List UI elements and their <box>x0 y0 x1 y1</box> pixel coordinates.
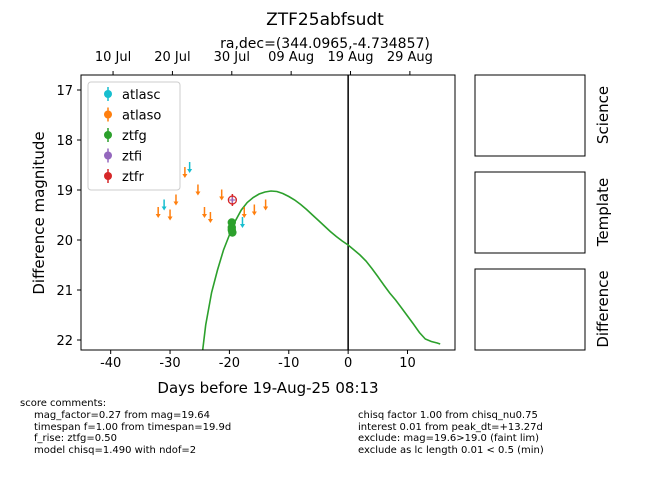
score-comment-line: interest 0.01 from peak_dt=+13.27d <box>358 421 543 433</box>
score-comment-line: chisq factor 1.00 from chisq_nu0.75 <box>358 410 538 421</box>
score-comment-line: f_rise: ztfg=0.50 <box>34 433 118 444</box>
legend-label: atlasc <box>122 88 161 103</box>
score-comments-header: score comments: <box>20 398 107 409</box>
x-tick-label: -10 <box>278 356 299 371</box>
legend-label: ztfg <box>122 129 147 144</box>
chart-subtitle: ra,dec=(344.0965,-4.734857) <box>220 36 430 52</box>
image-panel-template <box>474 171 586 254</box>
ztfg-point <box>228 228 237 237</box>
legend-label: ztfr <box>122 170 144 185</box>
atlasc-limit-arrow <box>187 169 193 173</box>
panel-label: Difference <box>594 270 612 347</box>
ztfr-point <box>227 195 238 205</box>
y-tick-label: 22 <box>56 334 73 349</box>
image-panels: Science Template Difference <box>474 74 612 351</box>
atlaso-limit-arrow <box>155 214 161 218</box>
axes-frame <box>80 74 456 351</box>
legend-marker <box>104 90 112 98</box>
atlaso-limit-arrow <box>167 216 173 221</box>
legend-label: atlaso <box>122 109 161 124</box>
model-curve <box>201 190 441 350</box>
top-tick-label: 09 Aug <box>268 50 314 65</box>
atlasc-limit-arrow <box>239 224 245 228</box>
panel-label: Science <box>594 86 612 144</box>
legend-marker <box>104 151 112 160</box>
atlaso-limit-arrow <box>263 206 269 211</box>
legend-box <box>87 81 181 191</box>
y-tick-label: 19 <box>56 184 73 199</box>
image-panel-difference <box>474 268 586 351</box>
x-tick-label: -40 <box>100 356 121 371</box>
legend-marker <box>104 172 112 180</box>
x-axis-label: Days before 19-Aug-25 08:13 <box>157 379 378 397</box>
atlaso-limit-arrow <box>207 219 213 223</box>
atlaso-limit-arrow <box>219 196 225 201</box>
y-tick-label: 20 <box>56 234 73 249</box>
image-panel-science <box>474 74 586 157</box>
top-tick-label: 29 Aug <box>387 50 433 65</box>
x-tick-label: 10 <box>399 356 416 371</box>
top-tick-label: 19 Aug <box>327 50 373 65</box>
atlaso-limit-arrow <box>182 174 188 178</box>
legend: atlasc atlaso ztfg ztfi ztfr <box>87 81 181 191</box>
score-comment-line: model chisq=1.490 with ndof=2 <box>34 444 197 456</box>
score-comment-line: mag_factor=0.27 from mag=19.64 <box>34 410 211 421</box>
y-tick-label: 17 <box>56 84 73 99</box>
atlaso-limit-arrow <box>251 211 257 216</box>
score-comment-line: exclude: mag=19.6>19.0 (faint lim) <box>358 433 540 444</box>
atlaso-limit-arrow <box>241 214 247 218</box>
atlaso-limit-arrow <box>195 191 201 196</box>
y-tick-label: 21 <box>56 284 73 299</box>
plot-content <box>155 75 441 350</box>
top-tick-label: 30 Jul <box>214 50 250 65</box>
plot-area: -40 -30 -20 -10 0 10 17 18 19 20 21 22 10 Jul 20 Jul 3… <box>56 50 456 371</box>
legend-marker <box>104 131 112 139</box>
atlaso-limit-arrow <box>201 214 207 218</box>
x-tick-label: 0 <box>344 356 352 371</box>
x-tick-label: -20 <box>219 356 240 371</box>
atlaso-limit-arrow <box>173 201 179 206</box>
x-tick-label: -30 <box>159 356 180 371</box>
legend-label: ztfi <box>122 150 142 165</box>
y-tick-label: 18 <box>56 134 73 149</box>
score-comment-line: timespan f=1.00 from timespan=19.9d <box>34 421 232 433</box>
legend-marker <box>104 110 112 119</box>
top-tick-label: 10 Jul <box>95 50 131 65</box>
atlasc-limit-arrow <box>161 206 167 211</box>
chart-title: ZTF25abfsudt <box>266 10 384 30</box>
score-comment-line: exclude as lc length 0.01 < 0.5 (min) <box>358 444 544 456</box>
y-axis-label: Difference magnitude <box>30 131 48 294</box>
panel-label: Template <box>594 178 612 247</box>
top-tick-label: 20 Jul <box>154 50 190 65</box>
